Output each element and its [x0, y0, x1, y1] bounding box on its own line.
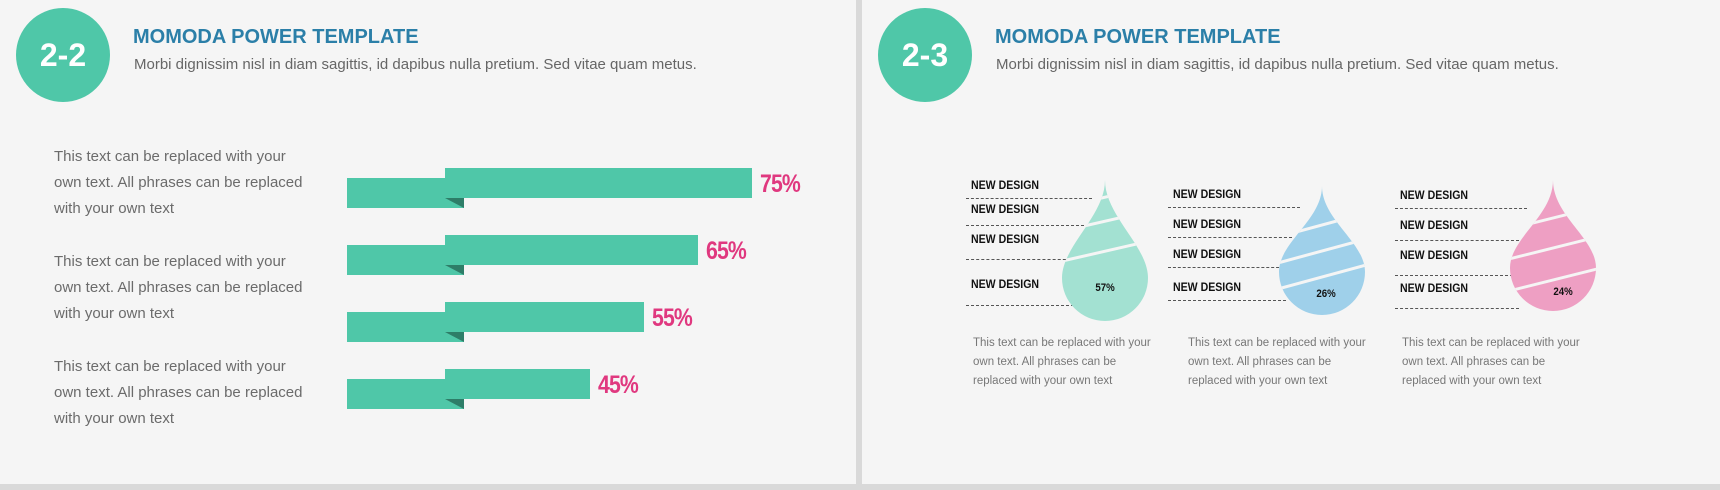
text-paragraph: This text can be replaced with your own … — [54, 358, 303, 427]
water-drop-icon — [1279, 186, 1365, 315]
slide-2-2: 2-2 MOMODA POWER TEMPLATE Morbi dignissi… — [0, 0, 856, 484]
bar-fold — [347, 379, 464, 409]
new-design-label: NEW DESIGN — [1173, 217, 1242, 231]
leader-line — [1168, 207, 1300, 208]
leader-line — [1168, 267, 1284, 268]
bar-fold — [347, 245, 464, 275]
drop-percent-label: 57% — [1095, 282, 1115, 294]
leader-line — [1395, 240, 1519, 241]
leader-line — [1395, 275, 1513, 276]
new-design-label: NEW DESIGN — [1400, 281, 1469, 295]
leader-line — [1395, 208, 1527, 209]
slide-number-badge: 2-2 — [16, 8, 110, 102]
new-design-label: NEW DESIGN — [971, 277, 1040, 291]
leader-line — [1168, 237, 1292, 238]
bar-shadow — [445, 198, 464, 208]
new-design-label: NEW DESIGN — [1400, 248, 1469, 262]
new-design-label: NEW DESIGN — [971, 178, 1040, 192]
new-design-label: NEW DESIGN — [1173, 247, 1242, 261]
drop-percent-label: 24% — [1553, 286, 1573, 298]
bar-fold — [347, 312, 464, 342]
bar-main — [445, 168, 752, 198]
slide-subtitle: Morbi dignissim nisl in diam sagittis, i… — [134, 56, 697, 73]
bar-percent-label: 65% — [706, 237, 747, 265]
bar-fold — [347, 178, 464, 208]
drop-caption: This text can be replaced with your own … — [973, 337, 1151, 387]
slide-2-3: 2-3 MOMODA POWER TEMPLATE Morbi dignissi… — [862, 0, 1720, 484]
new-design-label: NEW DESIGN — [1400, 218, 1469, 232]
bar-main — [445, 302, 644, 332]
slide-title: MOMODA POWER TEMPLATE — [133, 26, 419, 48]
slide-number-badge: 2-3 — [878, 8, 972, 102]
bar-percent-label: 45% — [598, 371, 639, 399]
leader-line — [966, 225, 1084, 226]
drop-percent-label: 26% — [1316, 288, 1336, 300]
leader-line — [966, 305, 1084, 306]
drop-caption: This text can be replaced with your own … — [1402, 337, 1580, 387]
bar-shadow — [445, 399, 464, 409]
water-drop-icon — [1510, 180, 1596, 311]
leader-line — [1168, 300, 1286, 301]
bar-shadow — [445, 265, 464, 275]
new-design-label: NEW DESIGN — [971, 202, 1040, 216]
new-design-label: NEW DESIGN — [1400, 188, 1469, 202]
new-design-label: NEW DESIGN — [971, 232, 1040, 246]
new-design-label: NEW DESIGN — [1173, 187, 1242, 201]
leader-line — [966, 259, 1076, 260]
water-drop-icon — [1062, 180, 1148, 321]
leader-line — [966, 198, 1092, 199]
bar-main — [445, 235, 698, 265]
drop-caption: This text can be replaced with your own … — [1188, 337, 1366, 387]
slide-title: MOMODA POWER TEMPLATE — [995, 26, 1281, 48]
bar-shadow — [445, 332, 464, 342]
bar-percent-label: 55% — [652, 304, 693, 332]
bar-main — [445, 369, 590, 399]
text-paragraph: This text can be replaced with your own … — [54, 253, 303, 322]
new-design-label: NEW DESIGN — [1173, 280, 1242, 294]
leader-line — [1395, 308, 1519, 309]
bar-percent-label: 75% — [760, 170, 801, 198]
text-paragraph: This text can be replaced with your own … — [54, 148, 303, 217]
slide-subtitle: Morbi dignissim nisl in diam sagittis, i… — [996, 56, 1559, 73]
